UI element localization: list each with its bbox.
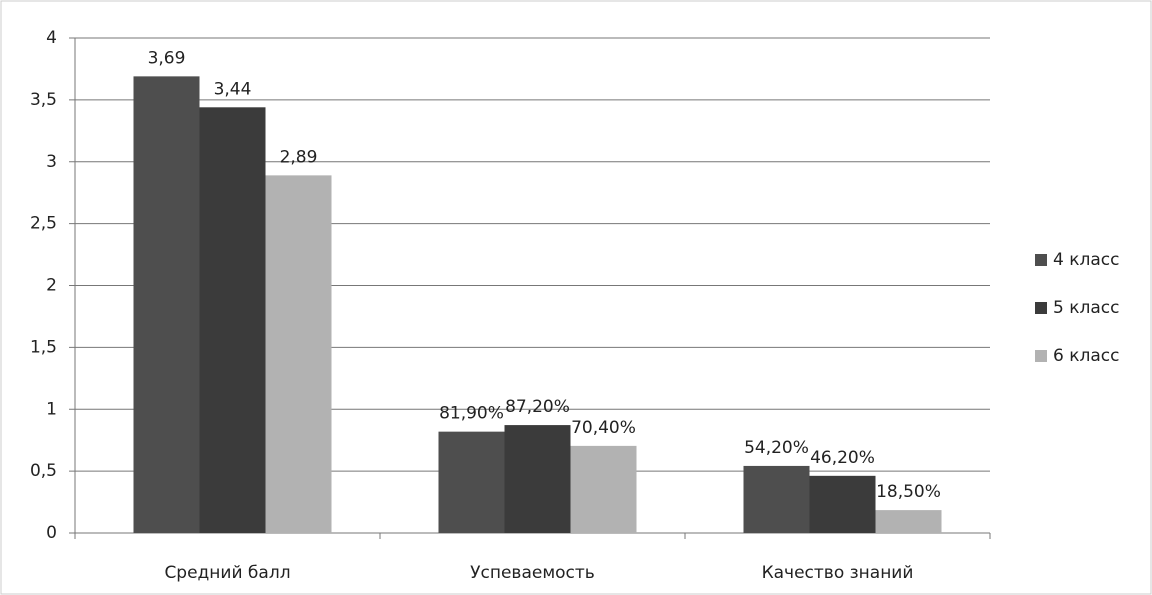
value-label: 70,40% <box>571 418 636 438</box>
y-tick-label: 0 <box>46 523 57 543</box>
y-tick-label: 4 <box>46 28 57 48</box>
value-label: 81,90% <box>439 404 504 424</box>
bar <box>133 76 200 534</box>
value-label: 54,20% <box>744 438 809 458</box>
value-label: 46,20% <box>810 448 875 468</box>
y-tick-label: 2 <box>46 276 57 296</box>
x-tick-label: Качество знаний <box>762 563 914 583</box>
y-tick-label: 1 <box>46 399 57 419</box>
y-tick-label: 1,5 <box>30 337 57 357</box>
y-tick-label: 3,5 <box>30 90 57 110</box>
legend-swatch <box>1035 350 1047 362</box>
y-tick-label: 3 <box>46 152 57 172</box>
value-label: 2,89 <box>280 147 318 167</box>
legend-label: 5 класс <box>1053 298 1119 318</box>
y-tick-label: 0,5 <box>30 461 57 481</box>
legend-swatch <box>1035 254 1047 266</box>
legend-label: 4 класс <box>1053 250 1119 270</box>
value-label: 18,50% <box>876 482 941 502</box>
x-tick-label: Успеваемость <box>470 563 595 583</box>
value-label: 87,20% <box>505 397 570 417</box>
bar <box>743 465 810 533</box>
legend-label: 6 класс <box>1053 346 1119 366</box>
x-tick-label: Средний балл <box>164 563 290 583</box>
bar <box>199 107 266 534</box>
bar <box>809 475 876 533</box>
legend-swatch <box>1035 302 1047 314</box>
value-label: 3,69 <box>148 48 186 68</box>
bar <box>570 445 637 533</box>
bar <box>875 510 942 533</box>
bar <box>504 425 571 533</box>
bar <box>265 175 332 534</box>
value-label: 3,44 <box>214 79 252 99</box>
bar <box>438 431 505 533</box>
y-tick-label: 2,5 <box>30 214 57 234</box>
